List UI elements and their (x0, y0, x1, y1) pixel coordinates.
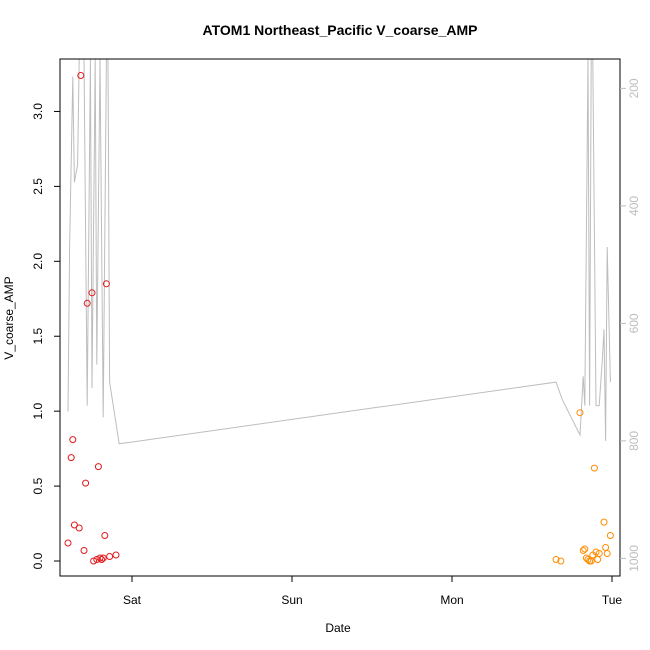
data-point (106, 553, 114, 560)
data-point (93, 556, 101, 563)
x-tick-label: Sun (281, 593, 302, 607)
data-point (94, 463, 102, 471)
data-point (88, 289, 96, 297)
data-point (600, 518, 608, 526)
data-point (112, 551, 120, 559)
data-point (75, 524, 83, 532)
right-tick-label: 400 (627, 196, 641, 216)
data-point (101, 532, 109, 539)
data-point (603, 550, 611, 557)
data-point (584, 556, 592, 563)
data-point (99, 554, 107, 562)
plot-area-border (59, 58, 621, 577)
y-tick-label: 1.0 (31, 403, 45, 420)
right-tick-label: 200 (627, 78, 641, 98)
x-tick-label: Tue (602, 593, 623, 607)
right-tick-label: 1000 (627, 545, 641, 572)
data-point (90, 557, 98, 565)
data-point (102, 280, 110, 288)
y-tick-label: 0.5 (31, 477, 45, 494)
data-point (581, 545, 589, 553)
data-point (98, 556, 106, 563)
right-tick-label: 800 (627, 431, 641, 451)
data-point (69, 436, 77, 444)
y-axis-label: V_coarse_AMP (2, 276, 16, 359)
series-1 (64, 72, 120, 565)
depth-profile-line (67, 59, 611, 445)
x-axis-label: Date (325, 621, 351, 635)
right-axis: 200 400 600 800 1000 (620, 78, 641, 572)
data-point (96, 554, 104, 562)
data-point (592, 548, 600, 556)
data-point (552, 556, 560, 563)
x-axis: Sat Sun Mon Tue (123, 576, 622, 607)
data-point (557, 557, 565, 565)
data-point (77, 72, 85, 79)
points-layer (64, 72, 614, 565)
chart-title: ATOM1 Northeast_Pacific V_coarse_AMP (203, 22, 478, 38)
data-point (80, 547, 88, 554)
right-tick-label: 600 (627, 313, 641, 333)
data-point (67, 454, 75, 462)
x-tick-label: Sat (123, 593, 142, 607)
data-point (595, 550, 603, 557)
data-point (64, 539, 72, 547)
series-2 (552, 409, 614, 565)
data-point (82, 479, 90, 487)
data-point (576, 409, 584, 417)
y-tick-label: 0.0 (31, 552, 45, 569)
x-tick-label: Mon (440, 593, 463, 607)
y-tick-label: 2.5 (31, 178, 45, 195)
y-axis: 0.0 0.5 1.0 1.5 2.0 2.5 3.0 (31, 103, 60, 569)
depth-profile-layer (67, 59, 611, 445)
y-tick-label: 2.0 (31, 253, 45, 270)
data-point (606, 532, 614, 539)
y-tick-label: 3.0 (31, 103, 45, 120)
data-point (590, 464, 598, 472)
y-tick-label: 1.5 (31, 328, 45, 345)
data-point (83, 299, 91, 307)
data-point (579, 547, 587, 554)
